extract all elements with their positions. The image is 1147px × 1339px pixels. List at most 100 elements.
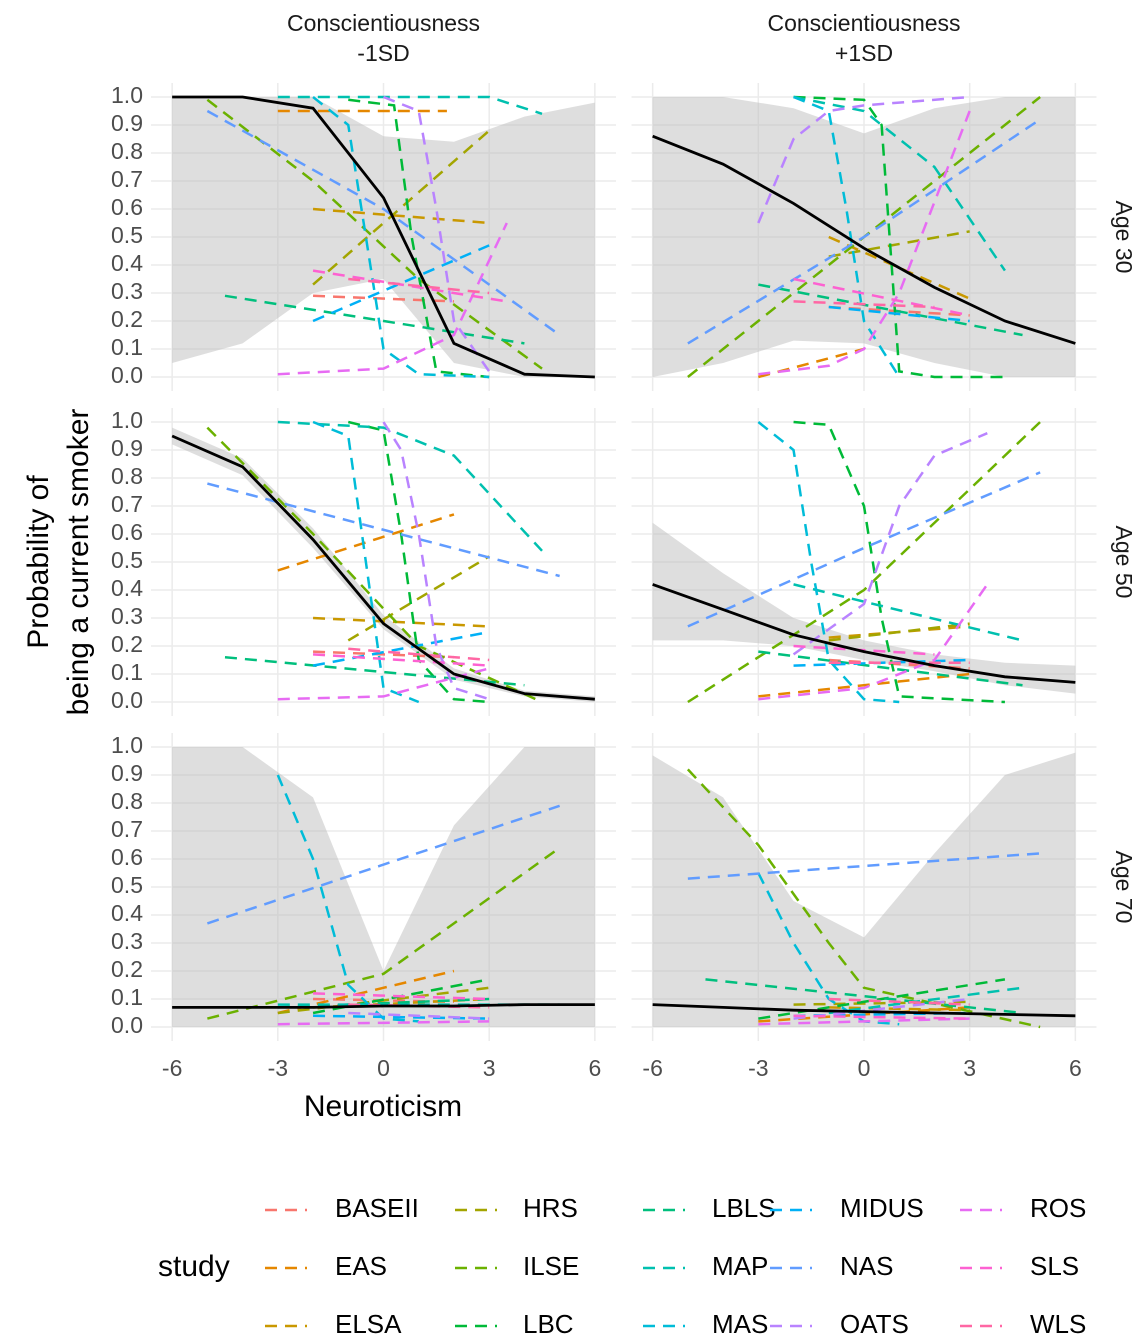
study-line (312, 244, 490, 323)
x-tick-label: -3 (268, 1055, 288, 1081)
y-tick-label: 0.7 (111, 491, 143, 517)
x-axis-title: Neuroticism (304, 1090, 462, 1123)
y-axis-title: Probability of (22, 475, 55, 649)
study-line (348, 1011, 490, 1020)
study-line (793, 95, 1006, 272)
study-line (277, 420, 543, 552)
y-tick-label: 0.6 (111, 844, 143, 870)
study-line (757, 95, 970, 224)
study-line (224, 294, 525, 345)
row-header: Age 30 (1111, 201, 1137, 274)
legend-label: NAS (840, 1251, 893, 1281)
fit-line (652, 134, 1076, 345)
study-line (828, 986, 1023, 1015)
study-line (312, 96, 490, 379)
y-tick-label: 0.3 (111, 278, 143, 304)
y-tick-label: 0.0 (111, 362, 143, 388)
study-line (793, 300, 935, 309)
study-line (312, 294, 455, 303)
study-line (276, 774, 419, 1023)
study-line (705, 978, 1023, 1015)
study-line (757, 347, 865, 379)
confidence-band (652, 752, 1076, 1027)
x-tick-label: -6 (162, 1055, 182, 1081)
confidence-band (172, 97, 595, 377)
row-header: Age 50 (1111, 526, 1137, 599)
y-tick-label: 0.5 (111, 872, 143, 898)
y-tick-label: 0.2 (111, 306, 143, 332)
study-line (277, 667, 490, 701)
y-tick-label: 0.1 (111, 334, 143, 360)
y-tick-label: 0.1 (111, 984, 143, 1010)
legend-label: WLS (1030, 1309, 1086, 1339)
y-tick-label: 0.9 (111, 760, 143, 786)
y-tick-label: 0.5 (111, 547, 143, 573)
y-tick-label: 0.8 (111, 788, 143, 814)
study-line (277, 95, 543, 115)
confidence-band (172, 427, 595, 702)
y-tick-label: 1.0 (111, 82, 143, 108)
study-line (828, 305, 970, 323)
legend-label: MIDUS (840, 1193, 924, 1223)
study-line (828, 658, 970, 670)
study-line (312, 269, 507, 303)
y-tick-label: 0.8 (111, 138, 143, 164)
legend-label: OATS (840, 1309, 909, 1339)
study-line (686, 768, 1041, 1029)
x-tick-label: 0 (377, 1055, 390, 1081)
legend-label: HRS (523, 1193, 578, 1223)
x-tick-label: 0 (858, 1055, 871, 1081)
study-line (207, 482, 560, 578)
x-tick-label: 6 (588, 1055, 601, 1081)
study-line (207, 846, 561, 1020)
study-line (758, 583, 989, 701)
y-tick-label: 0.7 (111, 166, 143, 192)
study-line (312, 650, 455, 659)
study-line (758, 978, 1006, 1020)
x-tick-label: -6 (642, 1055, 662, 1081)
x-tick-label: 6 (1069, 1055, 1082, 1081)
column-header: Conscientiousness (767, 10, 960, 36)
study-line (793, 1014, 970, 1020)
row-header: Age 70 (1111, 851, 1137, 924)
study-line (382, 421, 490, 701)
study-line (347, 420, 490, 704)
fit-line (172, 95, 595, 379)
study-line (206, 109, 561, 337)
study-line (828, 1006, 970, 1012)
study-line (312, 630, 490, 667)
study-line (687, 421, 1042, 704)
column-header: +1SD (835, 40, 893, 66)
study-line (793, 95, 1005, 379)
study-line (206, 426, 543, 704)
study-line (758, 283, 1023, 337)
y-tick-label: 0.6 (111, 194, 143, 220)
x-tick-label: 3 (963, 1055, 976, 1081)
x-tick-label: -3 (748, 1055, 768, 1081)
legend-label: SLS (1030, 1251, 1079, 1281)
legend-label: ELSA (335, 1309, 402, 1339)
y-tick-label: 0.9 (111, 435, 143, 461)
legend-label: EAS (335, 1251, 387, 1281)
study-line (757, 421, 900, 704)
fit-line (652, 1003, 1076, 1018)
y-tick-label: 0.1 (111, 659, 143, 685)
study-line (312, 420, 420, 704)
study-line (793, 95, 901, 378)
study-line (313, 992, 490, 1001)
y-axis-title: being a current smoker (62, 409, 95, 716)
legend-label: MAP (712, 1251, 768, 1281)
study-line (758, 650, 1023, 687)
study-line (348, 277, 490, 295)
study-line (758, 672, 970, 698)
study-line (277, 997, 490, 1009)
y-tick-label: 0.4 (111, 900, 143, 926)
y-tick-label: 0.9 (111, 110, 143, 136)
study-line (312, 653, 490, 667)
y-tick-label: 1.0 (111, 732, 143, 758)
confidence-band (172, 747, 595, 1027)
y-tick-label: 0.3 (111, 603, 143, 629)
study-line (793, 420, 1005, 704)
study-line (347, 555, 490, 642)
